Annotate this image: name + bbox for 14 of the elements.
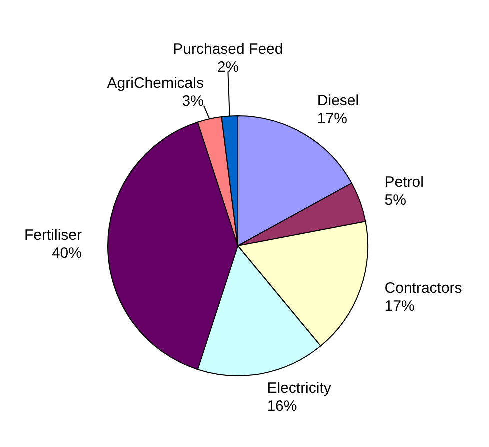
slice-label: Petrol xyxy=(384,174,424,192)
slice-label: Purchased Feed xyxy=(173,40,284,58)
slice-label: Contractors xyxy=(384,280,462,297)
data-label: 2% xyxy=(217,58,240,76)
data-label: 3% xyxy=(182,92,204,110)
data-label: 40% xyxy=(52,245,82,262)
data-label: 17% xyxy=(317,110,348,128)
slice-label: AgriChemicals xyxy=(107,74,204,92)
data-label: 5% xyxy=(384,192,406,210)
slice-label: Electricity xyxy=(267,380,332,398)
data-label: 17% xyxy=(384,298,415,315)
slice-label: Diesel xyxy=(317,92,360,110)
data-label: 16% xyxy=(267,398,298,416)
slice-label: Fertiliser xyxy=(24,227,82,244)
